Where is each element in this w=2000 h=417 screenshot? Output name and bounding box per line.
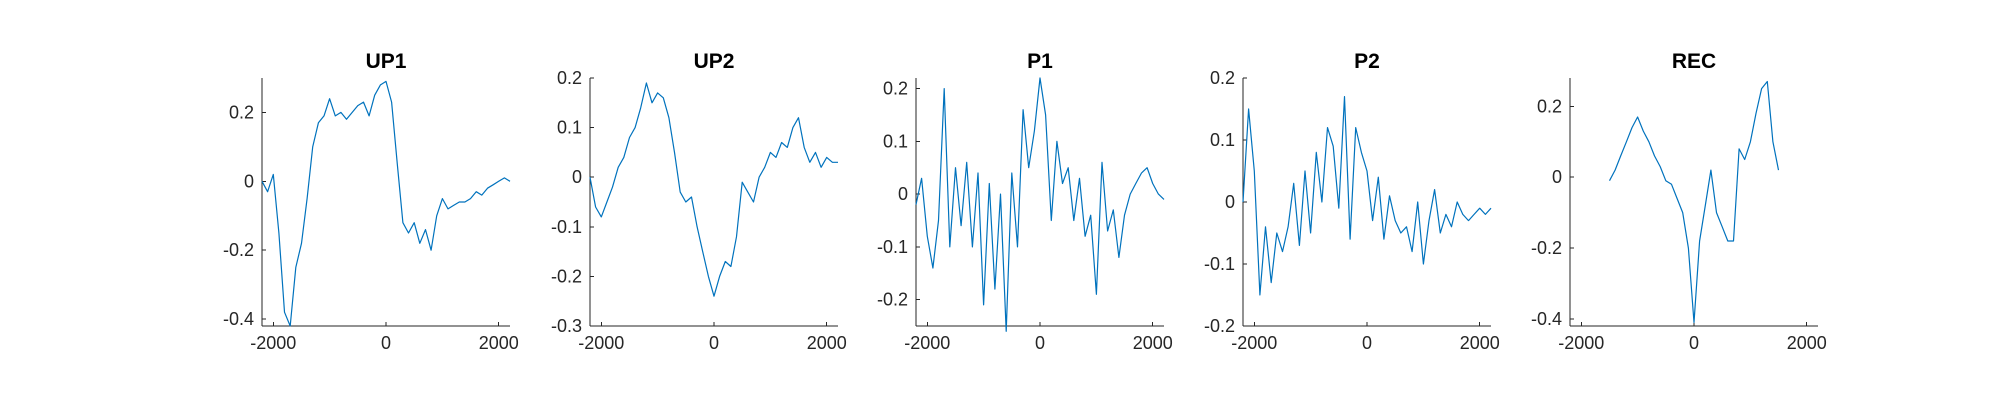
series-line [261,80,511,327]
y-tick-label: 0.2 [1210,68,1235,88]
panel-title: P2 [1354,50,1380,73]
y-tick-label: -0.4 [223,309,254,329]
y-tick-label: 0.2 [557,68,582,88]
x-tick-label: 2000 [807,333,847,353]
y-tick-label: 0 [898,184,908,204]
y-tick-label: -0.4 [1531,309,1562,329]
x-tick-label: 0 [381,333,391,353]
x-tick-label: 0 [1689,333,1699,353]
y-tick-label: -0.1 [1204,254,1235,274]
x-tick-label: -2000 [1231,333,1277,353]
x-tick-label: 0 [1362,333,1372,353]
series-line [1608,80,1780,324]
y-tick-label: -0.2 [1531,238,1562,258]
panel-title: REC [1672,50,1716,73]
y-tick-label: 0.1 [883,131,908,151]
panel-title: UP2 [694,50,735,73]
panel-title: UP1 [366,50,407,73]
y-tick-label: 0 [1225,192,1235,212]
y-tick-label: 0.2 [229,102,254,122]
y-tick-label: 0 [572,167,582,187]
panel-up1: UP1 -2000 0 2000 -0.4 -0.2 0 0.2 [223,50,519,353]
panel-p2: P2 -2000 0 2000 -0.2 -0.1 0 0.1 0.2 [1204,50,1500,353]
y-tick-label: -0.1 [877,237,908,257]
x-tick-label: 2000 [1460,333,1500,353]
panel-title: P1 [1027,50,1053,73]
y-tick-label: -0.3 [551,316,582,336]
y-tick-label: 0.2 [1537,96,1562,116]
y-tick-label: 0.2 [883,79,908,99]
series-line [589,82,838,297]
x-tick-label: -2000 [578,333,624,353]
x-tick-label: 0 [709,333,719,353]
panel-p1: P1 -2000 0 2000 -0.2 -0.1 0 0.1 0.2 [877,50,1173,353]
x-tick-label: -2000 [1558,333,1604,353]
y-tick-label: 0.1 [557,118,582,138]
y-tick-label: 0 [1552,167,1562,187]
series-line [1242,95,1492,296]
y-tick-label: -0.1 [551,217,582,237]
y-tick-label: -0.2 [551,266,582,286]
x-tick-label: 2000 [479,333,519,353]
y-tick-label: -0.2 [1204,316,1235,336]
y-tick-label: 0.1 [1210,130,1235,150]
y-tick-label: -0.2 [877,290,908,310]
x-tick-label: 2000 [1787,333,1827,353]
panel-up2: UP2 -2000 0 2000 -0.3 -0.2 -0.1 0 0.1 0.2 [551,50,847,353]
x-tick-label: -2000 [250,333,296,353]
y-tick-label: -0.2 [223,240,254,260]
x-tick-label: 2000 [1133,333,1173,353]
series-line [915,77,1165,332]
x-tick-label: -2000 [904,333,950,353]
y-tick-label: 0 [244,171,254,191]
x-tick-label: 0 [1035,333,1045,353]
panel-rec: REC -2000 0 2000 -0.4 -0.2 0 0.2 [1531,50,1827,353]
